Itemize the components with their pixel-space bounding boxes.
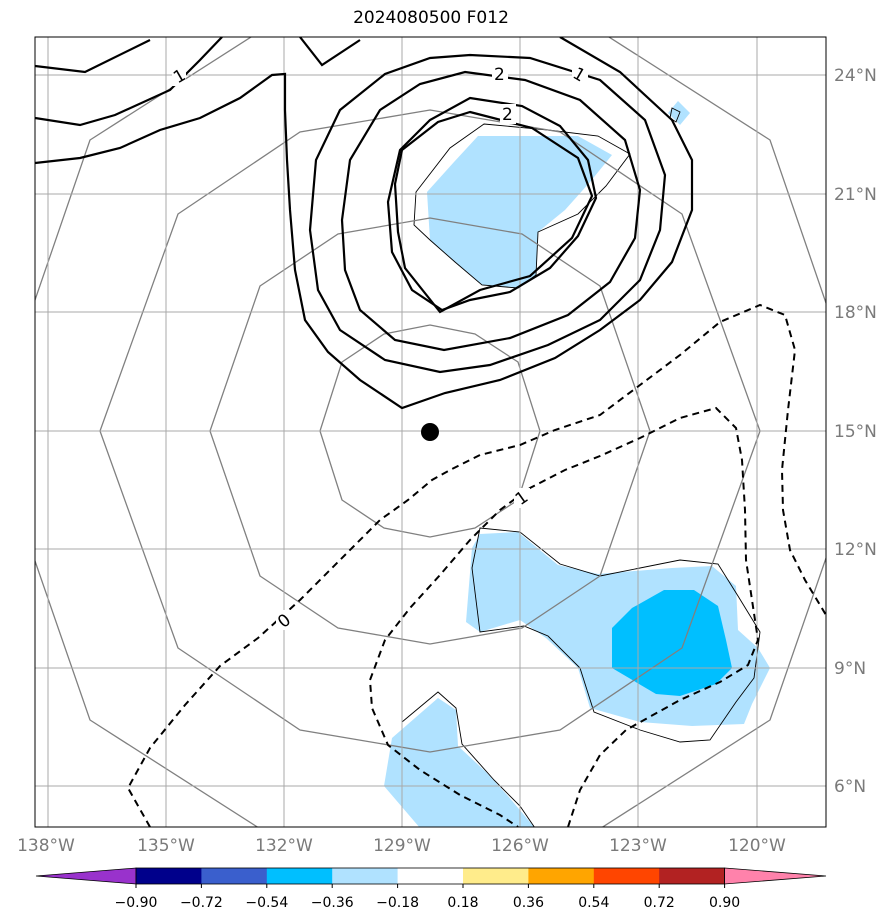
contour-ring-4 <box>386 96 598 312</box>
storm-center-marker <box>421 423 439 441</box>
graticule <box>35 37 826 827</box>
lon-label: 123°W <box>609 836 667 856</box>
ring-3 <box>99 109 761 753</box>
lat-label: 21°N <box>834 185 877 205</box>
colorbar-tick-label: 0.18 <box>447 895 478 911</box>
colorbar-tick-label: 0.54 <box>578 895 609 911</box>
shade-medium-south <box>612 590 732 696</box>
ring-4 <box>35 37 826 827</box>
lat-labels: 24°N 21°N 18°N 15°N 12°N 9°N 6°N <box>834 66 877 797</box>
colorbar-swatch <box>463 868 529 884</box>
map-frame <box>34 36 827 828</box>
colorbar-extend-low <box>35 867 137 885</box>
contour-ring-5 <box>393 110 594 314</box>
shade-light-ne-speck <box>668 101 690 125</box>
map-title: 2024080500 F012 <box>353 8 509 28</box>
colorbar-tick-label: −0.36 <box>311 895 354 911</box>
contour-neg-inner <box>368 406 760 827</box>
colorbar-swatch <box>332 868 399 884</box>
colorbar-swatch <box>593 868 660 884</box>
colorbar-tick-label: −0.18 <box>376 895 419 911</box>
contour-pos-ring-outer <box>35 37 694 410</box>
contour-label-2b: 2 <box>502 105 513 125</box>
contour-pos-outer <box>299 37 361 67</box>
colorbar-swatch <box>528 868 595 884</box>
shade-light-sw <box>384 698 535 827</box>
contour-label-2a: 2 <box>494 65 505 85</box>
contour-zero <box>126 303 826 827</box>
lon-label: 132°W <box>255 836 313 856</box>
lat-label: 18°N <box>834 303 877 323</box>
colorbar: −0.90 −0.72 −0.54 −0.36 −0.18 0.18 0.36 0.54 0.7… <box>35 867 827 911</box>
ring-1 <box>319 324 541 538</box>
lon-label: 120°W <box>728 836 786 856</box>
thick-contours <box>35 37 694 410</box>
colorbar-tick-label: 0.90 <box>709 895 740 911</box>
contour-labels: 1 2 1 2 1 0 <box>170 64 588 633</box>
colorbar-swatch <box>201 868 268 884</box>
colorbar-tick-label: −0.90 <box>115 895 158 911</box>
colorbar-swatch <box>397 868 464 884</box>
colorbar-outline <box>135 867 725 885</box>
lon-label: 135°W <box>137 836 195 856</box>
lon-labels: 138°W 135°W 132°W 129°W 126°W 123°W 120°… <box>17 836 786 856</box>
colorbar-swatch <box>266 868 333 884</box>
thin-contour-south <box>471 527 761 743</box>
lat-label: 15°N <box>834 422 877 442</box>
dashed-contours <box>126 303 826 827</box>
colorbar-tick-label: 0.36 <box>513 895 544 911</box>
ring-2 <box>209 217 651 645</box>
gray-rings <box>35 37 826 827</box>
thin-contour-ne <box>669 107 681 123</box>
colorbar-swatch <box>659 868 726 884</box>
lat-label: 6°N <box>834 777 866 797</box>
lon-label: 129°W <box>373 836 431 856</box>
contour-ring-2 <box>308 53 667 374</box>
lat-label: 24°N <box>834 66 877 86</box>
lon-label: 126°W <box>491 836 549 856</box>
colorbar-tick-label: 0.72 <box>644 895 675 911</box>
contour-upper-left-1 <box>35 39 151 74</box>
colorbar-tick-label: −0.54 <box>245 895 288 911</box>
lat-label: 12°N <box>834 540 877 560</box>
colorbar-tick-label: −0.72 <box>180 895 223 911</box>
colorbar-extend-high <box>724 867 827 885</box>
lon-label: 138°W <box>17 836 75 856</box>
contour-upper-left-2 <box>35 37 223 127</box>
contour-ring-3 <box>340 70 642 352</box>
colorbar-swatch <box>136 868 202 884</box>
lat-label: 9°N <box>834 659 866 679</box>
